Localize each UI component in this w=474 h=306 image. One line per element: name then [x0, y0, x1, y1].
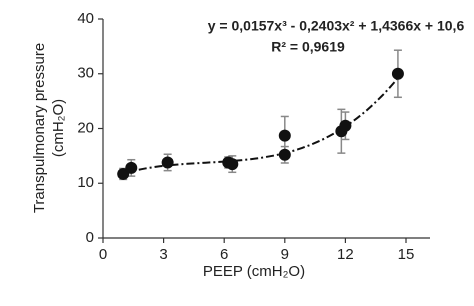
x-tick-label: 6: [220, 246, 228, 263]
point: [161, 156, 174, 169]
point: [339, 119, 352, 132]
x-tick-label: 3: [159, 246, 167, 263]
y-tick-label: 20: [77, 119, 94, 136]
x-tick-label: 9: [281, 246, 289, 263]
y-axis-title: Transpulmonary pressure: [31, 43, 48, 213]
point: [278, 148, 291, 161]
r-squared: R² = 0,9619: [271, 39, 345, 55]
point: [391, 67, 404, 80]
x-axis-title: PEEP (cmH₂O): [203, 263, 305, 280]
y-tick-label: 10: [77, 174, 94, 191]
y-axis-title: (cmH₂O): [50, 99, 67, 157]
y-tick-label: 30: [77, 65, 94, 82]
trend-equation: y = 0,0157x³ - 0,2403x² + 1,4366x + 10,6: [208, 18, 465, 34]
x-tick-label: 12: [337, 246, 354, 263]
point: [125, 161, 138, 174]
y-tick-label: 0: [86, 229, 94, 246]
point: [226, 158, 239, 171]
x-tick-label: 0: [99, 246, 107, 263]
y-tick-label: 40: [77, 10, 94, 27]
point: [278, 129, 291, 142]
x-tick-label: 15: [398, 246, 415, 263]
